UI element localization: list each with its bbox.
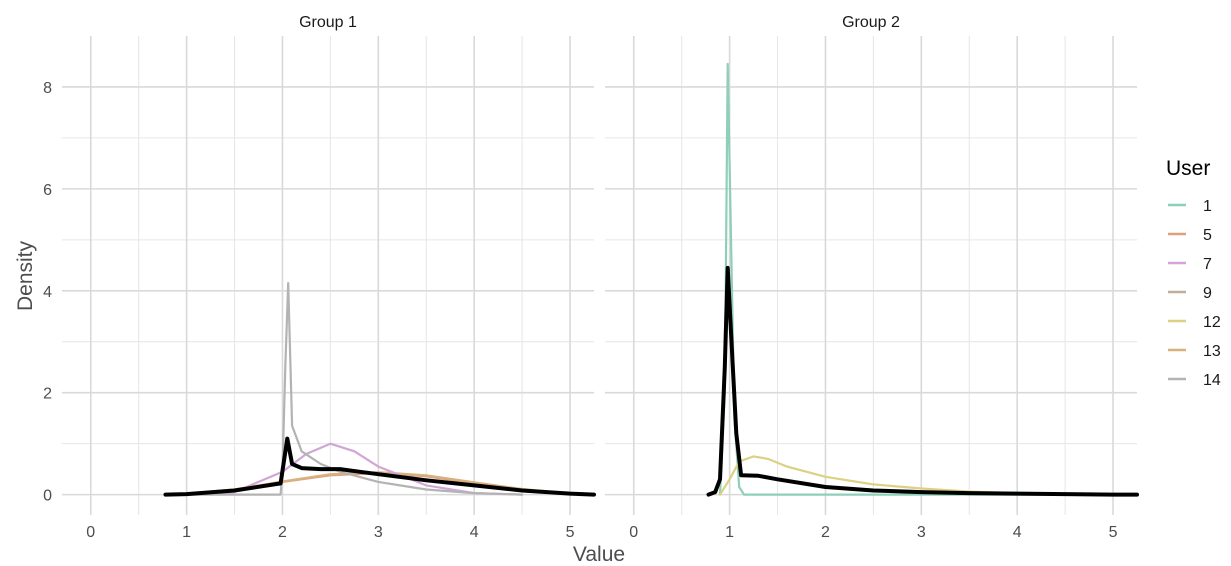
x-tick-label: 4 <box>1013 524 1022 541</box>
y-tick-label: 2 <box>43 386 52 403</box>
y-tick-label: 6 <box>43 182 52 199</box>
legend-label: 7 <box>1203 256 1212 273</box>
panel-title: Group 1 <box>299 14 357 31</box>
legend-label: 9 <box>1203 285 1212 302</box>
legend: User 1 5 7 9 12 13 14 <box>1166 157 1221 389</box>
y-tick-label: 4 <box>43 284 52 301</box>
panel-1: 0 1 2 3 4 5 Group 1 <box>62 14 596 541</box>
x-tick-label: 1 <box>182 524 191 541</box>
legend-label: 12 <box>1203 314 1221 331</box>
y-tick-label: 0 <box>43 488 52 505</box>
series-line-user-7 <box>185 442 524 496</box>
x-tick-label: 0 <box>86 524 95 541</box>
legend-label: 1 <box>1203 198 1212 215</box>
x-tick-label: 1 <box>725 524 734 541</box>
legend-label: 13 <box>1203 343 1221 360</box>
x-tick-label: 3 <box>374 524 383 541</box>
legend-label: 5 <box>1203 227 1212 244</box>
series-line-overall <box>706 265 1139 497</box>
series-line-user-1 <box>718 62 1139 496</box>
series-line-user-14 <box>164 282 524 496</box>
y-tick-label: 8 <box>43 80 52 97</box>
legend-title: User <box>1166 157 1210 180</box>
series-line-user-12 <box>718 455 1139 496</box>
panel-title: Group 2 <box>842 14 900 31</box>
panel-2: 0 1 2 3 4 5 Group 2 <box>605 14 1139 541</box>
x-tick-label: 4 <box>470 524 479 541</box>
series-line-overall <box>163 436 596 497</box>
x-tick-label: 3 <box>917 524 926 541</box>
x-tick-label: 2 <box>278 524 287 541</box>
y-axis-title: Density <box>14 240 37 311</box>
x-axis-title: Value <box>573 543 625 566</box>
x-tick-label: 5 <box>1109 524 1118 541</box>
x-tick-label: 0 <box>629 524 638 541</box>
x-tick-label: 5 <box>566 524 575 541</box>
legend-label: 14 <box>1203 372 1221 389</box>
x-tick-label: 2 <box>821 524 830 541</box>
